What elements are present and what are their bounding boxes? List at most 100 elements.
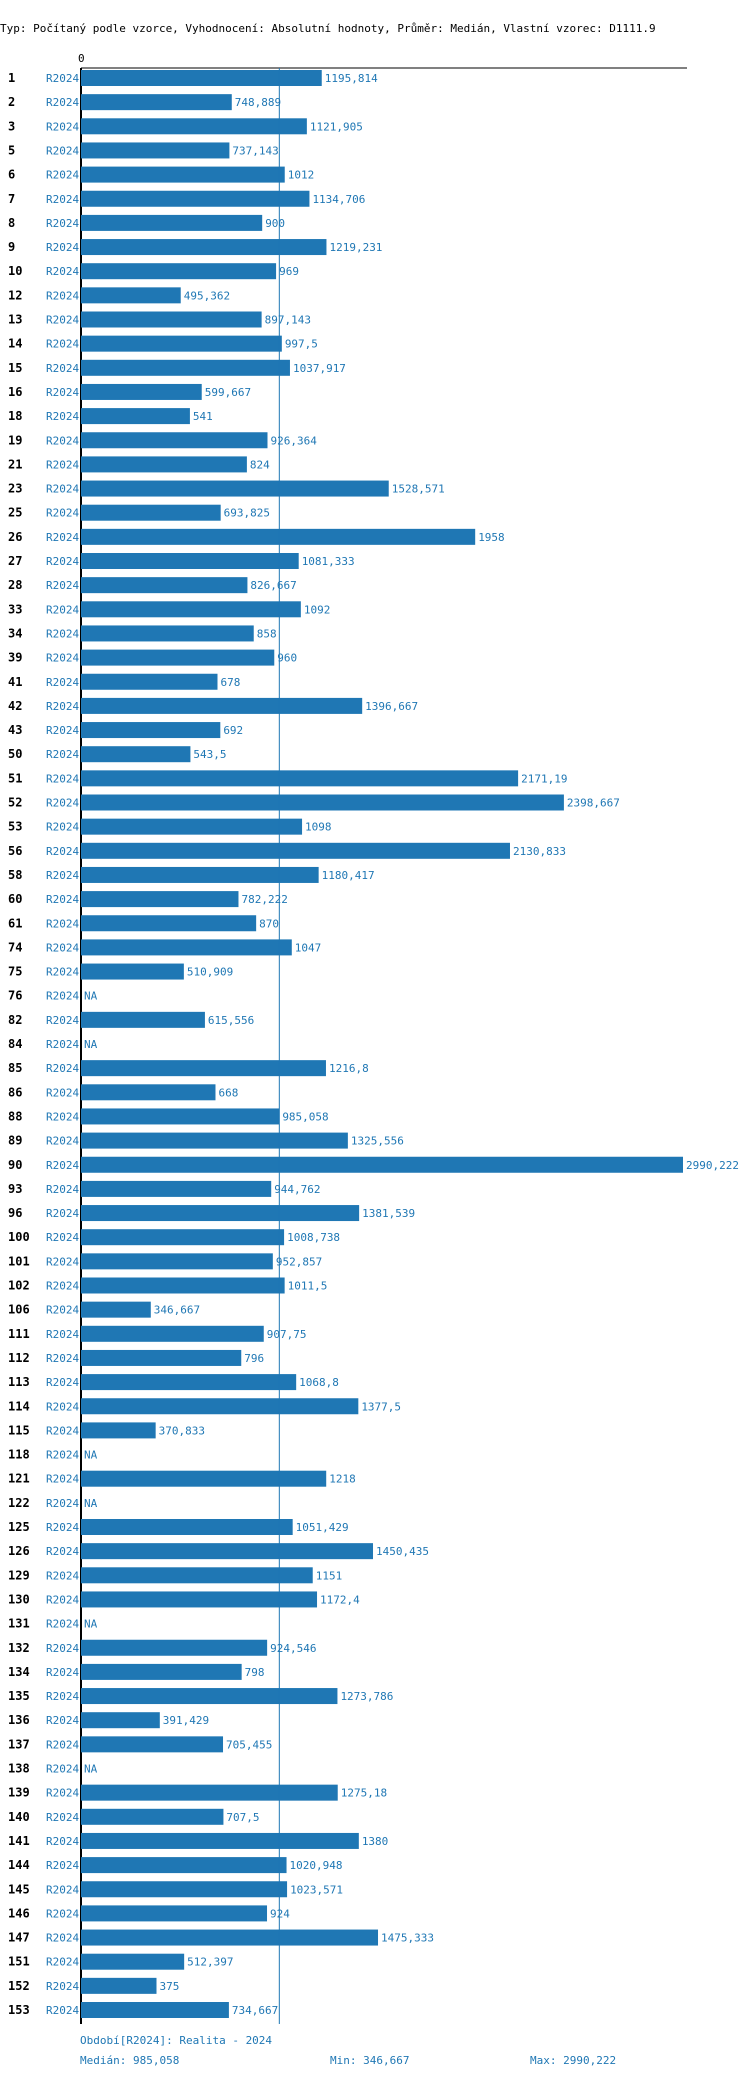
- bar: [81, 770, 519, 787]
- row-id-label: 125: [8, 1520, 30, 1534]
- bar: [81, 746, 191, 763]
- bar-row: 131 R2024 NA: [8, 1617, 98, 1631]
- bar-row: 53 R2024 1098: [8, 818, 332, 835]
- row-id-label: 106: [8, 1303, 30, 1317]
- period-label: R2024: [46, 1183, 79, 1196]
- value-label: 1068,8: [299, 1376, 339, 1389]
- bar-row: 19 R2024 926,364: [8, 432, 317, 449]
- value-label: 748,889: [235, 96, 281, 109]
- bar-row: 140 R2024 707,5: [8, 1808, 260, 1825]
- value-label: 1528,571: [392, 483, 445, 496]
- value-label: 1121,905: [310, 120, 363, 133]
- row-id-label: 132: [8, 1641, 30, 1655]
- bar: [81, 1905, 268, 1922]
- row-id-label: 153: [8, 2003, 30, 2017]
- rows-group: 1 R2024 1195,814 2 R2024 748,889 3 R2024 1121,90…: [8, 70, 739, 2018]
- value-label: 1011,5: [288, 1280, 328, 1293]
- period-label: R2024: [46, 1400, 79, 1413]
- row-id-label: 51: [8, 771, 22, 785]
- row-id-label: 139: [8, 1786, 30, 1800]
- bar-row: 76 R2024 NA: [8, 989, 98, 1003]
- bar: [81, 1953, 185, 1970]
- bar-row: 51 R2024 2171,19: [8, 770, 567, 787]
- x-tick-label: 0: [78, 52, 85, 65]
- bar: [81, 70, 322, 86]
- period-label: R2024: [46, 1642, 79, 1655]
- value-label: 370,833: [159, 1424, 205, 1437]
- bar-row: 146 R2024 924: [8, 1905, 290, 1922]
- bar: [81, 166, 285, 183]
- bar-row: 5 R2024 737,143: [8, 142, 279, 159]
- bar-row: 50 R2024 543,5: [8, 746, 227, 763]
- bar-row: 137 R2024 705,455: [8, 1736, 272, 1753]
- period-label: R2024: [46, 1038, 79, 1051]
- row-id-label: 129: [8, 1568, 30, 1582]
- value-label: 1958: [478, 531, 505, 544]
- value-label: 692: [223, 724, 243, 737]
- value-label: NA: [84, 990, 98, 1003]
- period-label: R2024: [46, 1811, 79, 1824]
- row-id-label: 26: [8, 530, 22, 544]
- row-id-label: 126: [8, 1544, 30, 1558]
- bar: [81, 1301, 151, 1318]
- period-label: R2024: [46, 1280, 79, 1293]
- bar: [81, 673, 218, 690]
- bar: [81, 1808, 224, 1825]
- period-label: R2024: [46, 1545, 79, 1558]
- bar: [81, 1736, 224, 1753]
- period-label: R2024: [46, 1255, 79, 1268]
- bar: [81, 553, 299, 569]
- value-label: 1037,917: [293, 362, 346, 375]
- row-id-label: 74: [8, 940, 22, 954]
- row-id-label: 7: [8, 192, 15, 206]
- bar-row: 12 R2024 495,362: [8, 287, 230, 304]
- bar-row: 42 R2024 1396,667: [8, 697, 418, 714]
- value-label: 734,667: [232, 2004, 278, 2017]
- row-id-label: 145: [8, 1882, 30, 1896]
- period-label: R2024: [46, 1980, 79, 1993]
- row-id-label: 111: [8, 1327, 30, 1341]
- row-id-label: 12: [8, 288, 22, 302]
- bar: [81, 818, 303, 835]
- period-label: R2024: [46, 410, 79, 423]
- value-label: 1218: [329, 1473, 356, 1486]
- period-label: R2024: [46, 555, 79, 568]
- row-id-label: 3: [8, 119, 15, 133]
- value-label: 952,857: [276, 1255, 322, 1268]
- row-id-label: 141: [8, 1834, 30, 1848]
- period-label: R2024: [46, 1593, 79, 1606]
- value-label: 1273,786: [340, 1690, 393, 1703]
- period-label: R2024: [46, 1449, 79, 1462]
- bar: [81, 866, 319, 883]
- period-label: R2024: [46, 1473, 79, 1486]
- bar-row: 43 R2024 692: [8, 722, 243, 739]
- bar: [81, 359, 290, 376]
- bar: [81, 1519, 293, 1535]
- period-label: R2024: [46, 772, 79, 785]
- bar: [81, 1205, 360, 1222]
- period-label: R2024: [46, 1497, 79, 1510]
- row-id-label: 21: [8, 457, 22, 471]
- period-label: R2024: [46, 217, 79, 230]
- period-label: R2024: [46, 1690, 79, 1703]
- value-label: 1275,18: [341, 1787, 387, 1800]
- bar: [81, 432, 268, 449]
- bar: [81, 1277, 285, 1294]
- period-label: R2024: [46, 96, 79, 109]
- period-label: R2024: [46, 1424, 79, 1437]
- value-label: 615,556: [208, 1014, 254, 1027]
- bar: [81, 408, 190, 425]
- bar-row: 153 R2024 734,667: [8, 2002, 278, 2018]
- period-label: R2024: [46, 507, 79, 520]
- bar: [81, 504, 221, 521]
- bar-row: 41 R2024 678: [8, 673, 240, 690]
- bar: [81, 1011, 205, 1028]
- row-id-label: 101: [8, 1254, 30, 1268]
- row-id-label: 130: [8, 1592, 30, 1606]
- bar-row: 126 R2024 1450,435: [8, 1543, 429, 1560]
- row-id-label: 115: [8, 1423, 30, 1437]
- period-label: R2024: [46, 386, 79, 399]
- bar: [81, 1977, 157, 1994]
- value-label: 1151: [316, 1569, 343, 1582]
- bar-row: 1 R2024 1195,814: [8, 70, 378, 86]
